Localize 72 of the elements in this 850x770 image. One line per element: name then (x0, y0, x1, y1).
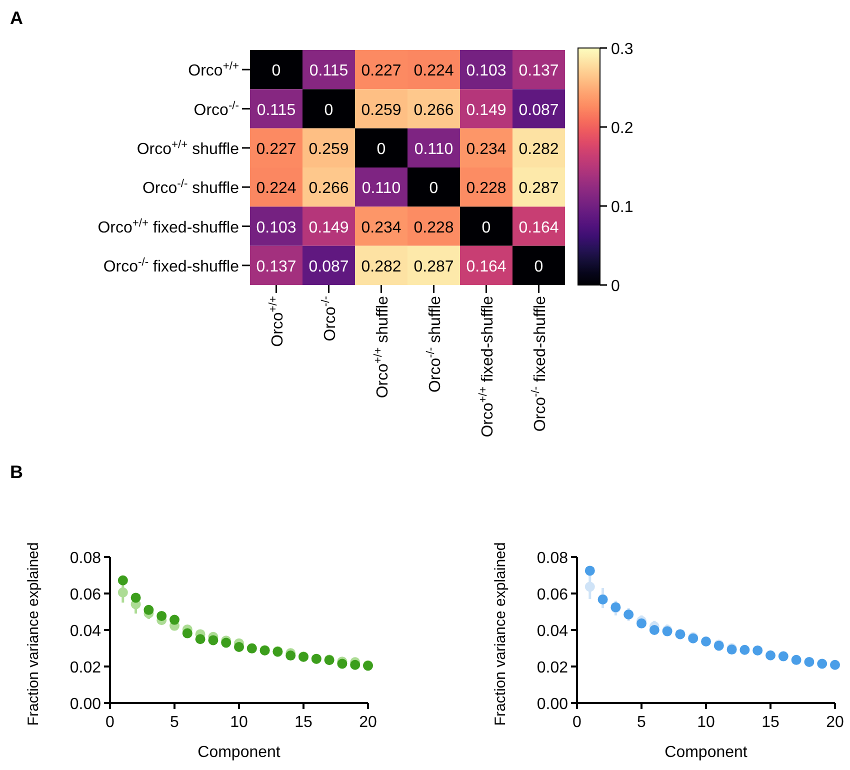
color-bar-label: 0 (611, 278, 620, 295)
y-tick-label: 0.06 (70, 586, 102, 604)
x-tick-label: 0 (106, 714, 115, 731)
y-tick-label: 0.08 (70, 550, 102, 567)
y-tick-label: 0.02 (536, 660, 568, 676)
data-label: 0.259 (361, 102, 402, 119)
data-label: 0 (272, 62, 281, 80)
data-label: 0.227 (361, 62, 402, 80)
data-label: 0.115 (256, 102, 296, 119)
y-axis-title: Fraction variance explained (25, 542, 42, 726)
y-axis-title: Fraction variance explained (492, 542, 509, 726)
y-tick-label: Orco$^{-/-}$ fixed-shuffle (103, 256, 240, 276)
data-label: 0.266 (414, 102, 454, 119)
data-label: 0.287 (414, 258, 454, 276)
x-tick-label: 15 (762, 714, 780, 731)
data-label: 0.149 (308, 219, 349, 236)
y-tick-label: Orco$^{+/+}$ (188, 60, 239, 80)
data-label: 0.110 (414, 140, 454, 158)
data-label: 0.227 (256, 140, 296, 158)
color-bar-label: 0.1 (611, 199, 634, 216)
data-label: 0.087 (308, 258, 349, 276)
color-bar-label: 0.3 (611, 41, 634, 58)
data-label: 0.115 (309, 62, 348, 80)
text: A (10, 8, 23, 28)
x-axis-title: Component (198, 744, 281, 761)
data-label: 0 (429, 180, 438, 198)
y-tick-label: Orco$^{-/-}$ shuffle (142, 178, 240, 198)
data-label: 0.224 (414, 62, 454, 80)
y-tick-label: Orco$^{-/-}$ (194, 100, 240, 119)
data-label: 0 (534, 258, 544, 276)
data-label: 0.164 (518, 219, 559, 236)
data-label: 0.282 (518, 140, 559, 158)
x-tick-label: 5 (637, 714, 646, 731)
data-label: 0.137 (518, 62, 559, 80)
y-tick-label: Orco$^{+/+}$ fixed-shuffle (98, 217, 240, 236)
x-tick-label: 10 (230, 714, 248, 731)
y-tick-label: 0.00 (70, 696, 102, 713)
x-axis-title: Component (664, 744, 748, 761)
data-label: 0.282 (361, 258, 402, 276)
x-tick-label: 0 (572, 714, 582, 731)
y-tick-label: 0.04 (536, 623, 568, 640)
data-label: 0.110 (362, 180, 401, 198)
data-label: 0.103 (466, 62, 506, 80)
color-bar-label: 0.2 (611, 120, 634, 137)
data-label: 0.287 (518, 180, 559, 198)
data-label: 0.137 (256, 258, 296, 276)
data-label: 0.266 (308, 180, 349, 198)
y-tick-label: 0.08 (536, 550, 568, 567)
data-label: 0 (482, 219, 491, 236)
data-label: 0.228 (466, 180, 506, 198)
data-label: 0.234 (361, 219, 402, 236)
data-label: 0.103 (256, 219, 296, 236)
x-tick-label: 15 (294, 714, 312, 731)
data-label: 0.234 (466, 140, 506, 158)
y-tick-label: 0.02 (70, 660, 102, 676)
data-label: 0.224 (256, 180, 296, 198)
data-label: 0 (376, 140, 386, 158)
y-tick-label: 0.00 (536, 696, 568, 713)
y-tick-label: Orco$^{+/+}$ shuffle (136, 138, 240, 158)
x-tick-label: 10 (697, 714, 715, 731)
data-label: 0 (324, 102, 334, 119)
data-label: 0.087 (518, 102, 559, 119)
data-label: 0.149 (466, 102, 506, 119)
data-label: 0.228 (414, 219, 454, 236)
y-tick-label: 0.06 (536, 586, 568, 604)
x-tick-label: 5 (170, 714, 180, 731)
y-tick-label: 0.04 (70, 623, 102, 640)
chart-title: B (10, 462, 23, 482)
x-tick-label: 20 (826, 714, 844, 731)
x-tick-label: 20 (359, 714, 377, 731)
data-label: 0.164 (466, 258, 506, 276)
data-label: 0.259 (308, 140, 349, 158)
